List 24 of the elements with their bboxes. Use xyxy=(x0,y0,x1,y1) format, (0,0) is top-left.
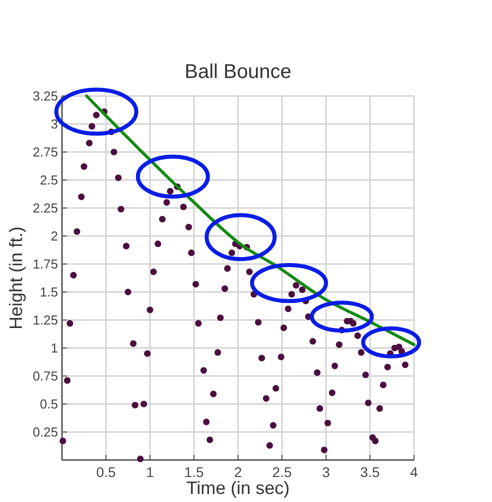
y-tick-label: 1.5 xyxy=(40,284,58,300)
chart-title: Ball Bounce xyxy=(184,61,292,83)
x-tick-label: 3.5 xyxy=(360,464,380,480)
x-tick-label: 2 xyxy=(234,464,242,480)
y-tick-label: 0.25 xyxy=(32,424,58,440)
y-tick-label: 1 xyxy=(50,340,58,356)
x-tick-label: 2.5 xyxy=(272,464,292,480)
y-axis-title: Height (in ft.) xyxy=(6,226,26,330)
y-tick-label: 1.75 xyxy=(32,256,58,272)
y-tick-label: 0.75 xyxy=(32,368,58,384)
y-tick-label: 1.25 xyxy=(32,312,58,328)
x-tick-label: 1 xyxy=(146,464,154,480)
y-tick-label: 2 xyxy=(50,228,58,244)
x-axis-title: Time (in sec) xyxy=(186,478,290,498)
x-tick-label: 3 xyxy=(322,464,330,480)
y-tick-label: 2.75 xyxy=(32,144,58,160)
y-tick-label: 3 xyxy=(50,116,58,132)
y-tick-label: 0.5 xyxy=(40,396,58,412)
y-tick-label: 2.5 xyxy=(40,172,58,188)
y-tick-label: 2.25 xyxy=(32,200,58,216)
y-tick-label: 3.25 xyxy=(32,88,58,104)
x-tick-label: 1.5 xyxy=(184,464,204,480)
x-tick-label: 4 xyxy=(410,464,418,480)
x-tick-label: 0.5 xyxy=(96,464,116,480)
